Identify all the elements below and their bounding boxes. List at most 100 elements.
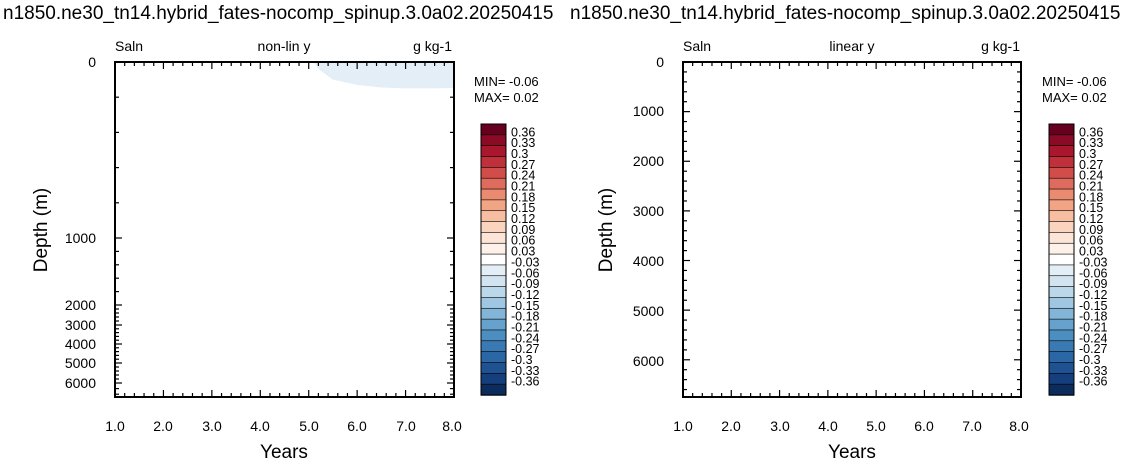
colorbar-label: -0.06 <box>511 266 540 280</box>
colorbar-swatch <box>480 167 507 179</box>
plot-frame <box>682 61 1022 398</box>
plot-area-background <box>683 62 1021 397</box>
colorbar-swatch <box>1048 123 1075 136</box>
colorbar-swatch <box>1048 210 1075 223</box>
units-label: g kg-1 <box>413 38 452 54</box>
x-tick-label: 8.0 <box>442 418 462 434</box>
colorbar-swatch <box>1048 351 1075 364</box>
y-tick-label: 0 <box>656 54 664 70</box>
colorbar-label: -0.12 <box>511 288 540 302</box>
x-tick-labels: 1.0 2.0 3.0 4.0 5.0 6.0 7.0 8.0 <box>105 418 462 434</box>
colorbar-swatch <box>480 362 507 375</box>
colorbar-swatch <box>480 383 507 396</box>
y-tick-label: 0 <box>88 54 96 70</box>
colorbar-label: 0.15 <box>511 201 535 215</box>
x-tick-label: 2.0 <box>721 418 741 434</box>
colorbar-swatch <box>480 134 507 147</box>
y-tick-label: 1000 <box>633 103 664 119</box>
x-tick-label: 6.0 <box>914 418 934 434</box>
y-tick-labels: 0 1000 2000 3000 4000 5000 6000 <box>633 54 664 369</box>
colorbar-label: -0.24 <box>1079 331 1108 345</box>
colorbar-swatch <box>1048 177 1075 190</box>
colorbar-swatch <box>1048 221 1075 234</box>
colorbar-label: -0.09 <box>511 277 540 291</box>
colorbar-swatch <box>480 351 507 364</box>
colorbar-swatch <box>1048 199 1075 212</box>
x-axis-title: Years <box>260 442 308 463</box>
y-tick-label: 4000 <box>633 253 664 269</box>
chart-title: n1850.ne30_tn14.hybrid_fates-nocomp_spin… <box>3 3 553 24</box>
max-label: MAX= 0.02 <box>1042 90 1107 105</box>
colorbar-label: -0.33 <box>1079 364 1108 378</box>
variable-label: Saln <box>683 38 711 54</box>
panel-nonlinear: n1850.ne30_tn14.hybrid_fates-nocomp_spin… <box>3 3 553 463</box>
y-tick-label: 4000 <box>65 336 96 352</box>
colorbar-swatch <box>1048 156 1075 169</box>
colorbar-label: -0.21 <box>511 320 540 334</box>
colorbar-label: -0.03 <box>511 255 540 269</box>
colorbar-label: 0.18 <box>1079 190 1103 204</box>
y-tick-label: 5000 <box>633 303 664 319</box>
x-tick-labels: 1.0 2.0 3.0 4.0 5.0 6.0 7.0 8.0 <box>673 418 1029 434</box>
colorbar-swatch <box>1048 297 1075 309</box>
colorbar-swatch <box>1048 145 1075 158</box>
colorbar-label: 0.03 <box>511 245 535 259</box>
colorbar-swatch <box>1048 134 1075 147</box>
x-tick-label: 8.0 <box>1009 418 1029 434</box>
max-label: MAX= 0.02 <box>474 90 539 105</box>
colorbar-label: -0.06 <box>1079 266 1108 280</box>
x-axis-title: Years <box>828 442 876 463</box>
colorbar-swatch <box>480 275 507 288</box>
colorbar-swatch <box>480 253 507 266</box>
colorbar-swatch <box>480 286 507 299</box>
colorbar-swatch <box>480 156 507 169</box>
plot-frame <box>114 61 455 398</box>
colorbar-swatch <box>480 123 507 136</box>
colorbar-label: 0.24 <box>511 169 535 183</box>
colorbar-swatch <box>1048 340 1075 353</box>
colorbar: 0.360.330.30.270.240.210.180.150.120.090… <box>1048 123 1108 396</box>
axis-mode-label: non-lin y <box>258 38 311 54</box>
y-axis-title: Depth (m) <box>596 188 617 272</box>
colorbar-label: -0.36 <box>1079 375 1108 389</box>
colorbar-label: 0.12 <box>511 212 535 226</box>
colorbar-swatch <box>1048 373 1075 385</box>
colorbar-swatch <box>480 221 507 234</box>
x-tick-label: 1.0 <box>673 418 693 434</box>
colorbar-label: -0.03 <box>1079 255 1108 269</box>
colorbar-swatch <box>480 210 507 223</box>
x-tick-label: 5.0 <box>866 418 886 434</box>
colorbar-swatch <box>1048 362 1075 375</box>
colorbar-label: 0.33 <box>1079 136 1103 150</box>
colorbar-label: 0.06 <box>511 234 535 248</box>
colorbar-label: 0.36 <box>1079 125 1103 139</box>
y-axis-title: Depth (m) <box>31 188 52 272</box>
y-tick-label: 3000 <box>65 317 96 333</box>
colorbar-label: -0.33 <box>511 364 540 378</box>
colorbar-swatch <box>480 177 507 190</box>
colorbar-swatch <box>480 318 507 331</box>
min-label: MIN= -0.06 <box>474 74 539 89</box>
colorbar-label: -0.15 <box>511 299 540 313</box>
colorbar-swatch <box>480 199 507 212</box>
colorbar-swatch <box>1048 286 1075 299</box>
colorbar-label: -0.09 <box>1079 277 1108 291</box>
variable-label: Saln <box>115 38 143 54</box>
colorbar-label: 0.03 <box>1079 245 1103 259</box>
colorbar-label: 0.27 <box>1079 158 1103 172</box>
colorbar-label: -0.27 <box>511 342 540 356</box>
y-tick-label: 6000 <box>633 353 664 369</box>
y-tick-label: 1000 <box>65 230 96 246</box>
colorbar-label: -0.27 <box>1079 342 1108 356</box>
colorbar-label: -0.21 <box>1079 320 1108 334</box>
x-tick-label: 4.0 <box>818 418 838 434</box>
colorbar-swatch <box>1048 264 1075 277</box>
colorbar-swatch <box>480 242 507 255</box>
chart-title: n1850.ne30_tn14.hybrid_fates-nocomp_spin… <box>570 3 1120 24</box>
colorbar-swatch <box>1048 307 1075 320</box>
colorbar-label: -0.18 <box>1079 310 1108 324</box>
colorbar-swatch <box>1048 253 1075 266</box>
panel-linear: n1850.ne30_tn14.hybrid_fates-nocomp_spin… <box>570 3 1120 463</box>
colorbar-swatch <box>480 297 507 309</box>
